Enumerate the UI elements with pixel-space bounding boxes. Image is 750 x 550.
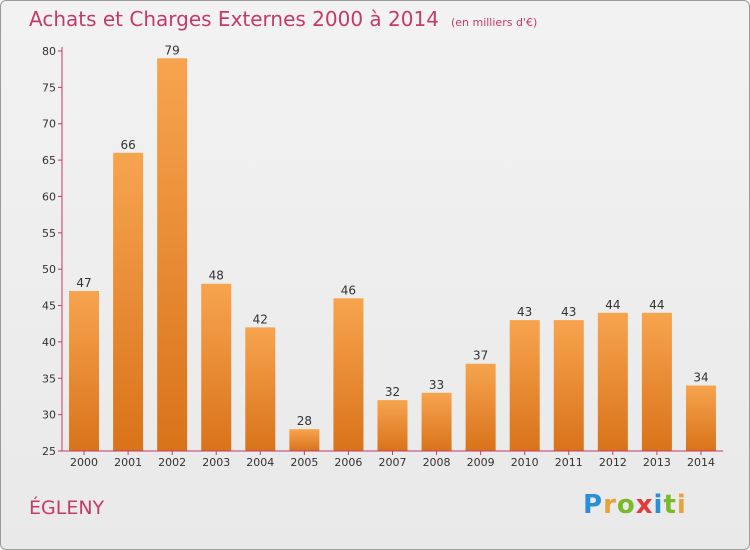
proxiti-logo: Proxiti bbox=[583, 490, 687, 520]
x-tick-label: 2010 bbox=[511, 456, 539, 469]
x-tick-label: 2006 bbox=[334, 456, 362, 469]
chart-title: Achats et Charges Externes 2000 à 2014 bbox=[29, 7, 439, 31]
bar-2001 bbox=[113, 152, 144, 451]
bar-2011 bbox=[553, 320, 584, 451]
logo-letter: P bbox=[583, 490, 604, 520]
y-tick-label: 65 bbox=[42, 154, 56, 167]
y-tick-label: 35 bbox=[42, 372, 56, 385]
y-tick-label: 55 bbox=[42, 227, 56, 240]
data-label: 48 bbox=[209, 269, 224, 283]
data-label: 47 bbox=[76, 276, 91, 290]
bar-2003 bbox=[201, 283, 232, 451]
y-tick-label: 50 bbox=[42, 263, 56, 276]
bar-2007 bbox=[377, 400, 408, 451]
x-tick-label: 2001 bbox=[114, 456, 142, 469]
data-label: 46 bbox=[341, 283, 356, 297]
y-tick-label: 30 bbox=[42, 409, 56, 422]
title-row: Achats et Charges Externes 2000 à 2014 (… bbox=[29, 7, 537, 31]
chart-subtitle: (en milliers d'€) bbox=[450, 16, 538, 29]
logo-letter: r bbox=[603, 490, 617, 520]
bar-2014 bbox=[685, 385, 716, 451]
bar-2013 bbox=[641, 312, 672, 451]
y-tick-label: 25 bbox=[42, 445, 56, 458]
x-tick-label: 2002 bbox=[158, 456, 186, 469]
y-tick-label: 45 bbox=[42, 300, 56, 313]
x-tick-label: 2003 bbox=[202, 456, 230, 469]
x-tick-label: 2009 bbox=[467, 456, 495, 469]
x-tick-label: 2005 bbox=[290, 456, 318, 469]
data-label: 43 bbox=[561, 305, 576, 319]
data-label: 28 bbox=[297, 414, 312, 428]
y-tick-label: 75 bbox=[42, 81, 56, 94]
bars: 47 66 79 48 42 28 46 32 33 37 43 43 44 44 34 bbox=[69, 43, 716, 451]
logo-letter: x bbox=[635, 490, 654, 520]
y-tick-label: 70 bbox=[42, 118, 56, 131]
data-label: 66 bbox=[120, 138, 135, 152]
data-label: 32 bbox=[385, 385, 400, 399]
x-tick-label: 2014 bbox=[687, 456, 715, 469]
bar-2005 bbox=[289, 429, 320, 451]
bar-2006 bbox=[333, 298, 364, 451]
x-tick-label: 2008 bbox=[423, 456, 451, 469]
x-tick-label: 2012 bbox=[599, 456, 627, 469]
data-label: 33 bbox=[429, 378, 444, 392]
bar-2002 bbox=[157, 58, 188, 451]
x-tick-label: 2004 bbox=[246, 456, 274, 469]
data-label: 44 bbox=[649, 298, 664, 312]
y-axis: 25 30 35 40 45 50 55 60 65 70 75 80 bbox=[42, 45, 63, 458]
data-label: 43 bbox=[517, 305, 532, 319]
x-tick-label: 2013 bbox=[643, 456, 671, 469]
logo-letter: i bbox=[653, 490, 664, 520]
x-tick-label: 2011 bbox=[555, 456, 583, 469]
data-label: 42 bbox=[253, 312, 268, 326]
x-axis: 2000 2001 2002 2003 2004 2005 2006 2007 2008 2009… bbox=[62, 450, 723, 469]
bar-2000 bbox=[69, 291, 100, 451]
bar-2008 bbox=[421, 392, 452, 451]
data-label: 34 bbox=[693, 371, 708, 385]
data-label: 37 bbox=[473, 349, 488, 363]
logo-letter: o bbox=[616, 490, 636, 520]
bar-2004 bbox=[245, 327, 276, 451]
logo-letter: i bbox=[676, 490, 687, 520]
y-tick-label: 40 bbox=[42, 336, 56, 349]
bar-2010 bbox=[509, 320, 540, 451]
commune-name: ÉGLENY bbox=[29, 497, 105, 519]
x-tick-label: 2007 bbox=[379, 456, 407, 469]
bar-2012 bbox=[597, 312, 628, 451]
y-tick-label: 60 bbox=[42, 190, 56, 203]
data-label: 79 bbox=[165, 43, 180, 57]
x-tick-label: 2000 bbox=[70, 456, 98, 469]
y-tick-label: 80 bbox=[42, 45, 56, 58]
bar-2009 bbox=[465, 363, 496, 451]
data-label: 44 bbox=[605, 298, 620, 312]
logo-letter: t bbox=[663, 490, 677, 520]
